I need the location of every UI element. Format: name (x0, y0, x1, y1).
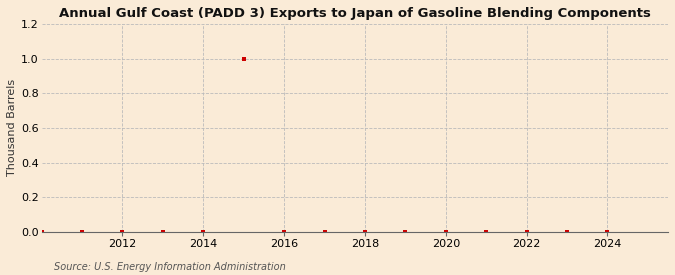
Title: Annual Gulf Coast (PADD 3) Exports to Japan of Gasoline Blending Components: Annual Gulf Coast (PADD 3) Exports to Ja… (59, 7, 651, 20)
Text: Source: U.S. Energy Information Administration: Source: U.S. Energy Information Administ… (54, 262, 286, 272)
Y-axis label: Thousand Barrels: Thousand Barrels (7, 79, 17, 177)
